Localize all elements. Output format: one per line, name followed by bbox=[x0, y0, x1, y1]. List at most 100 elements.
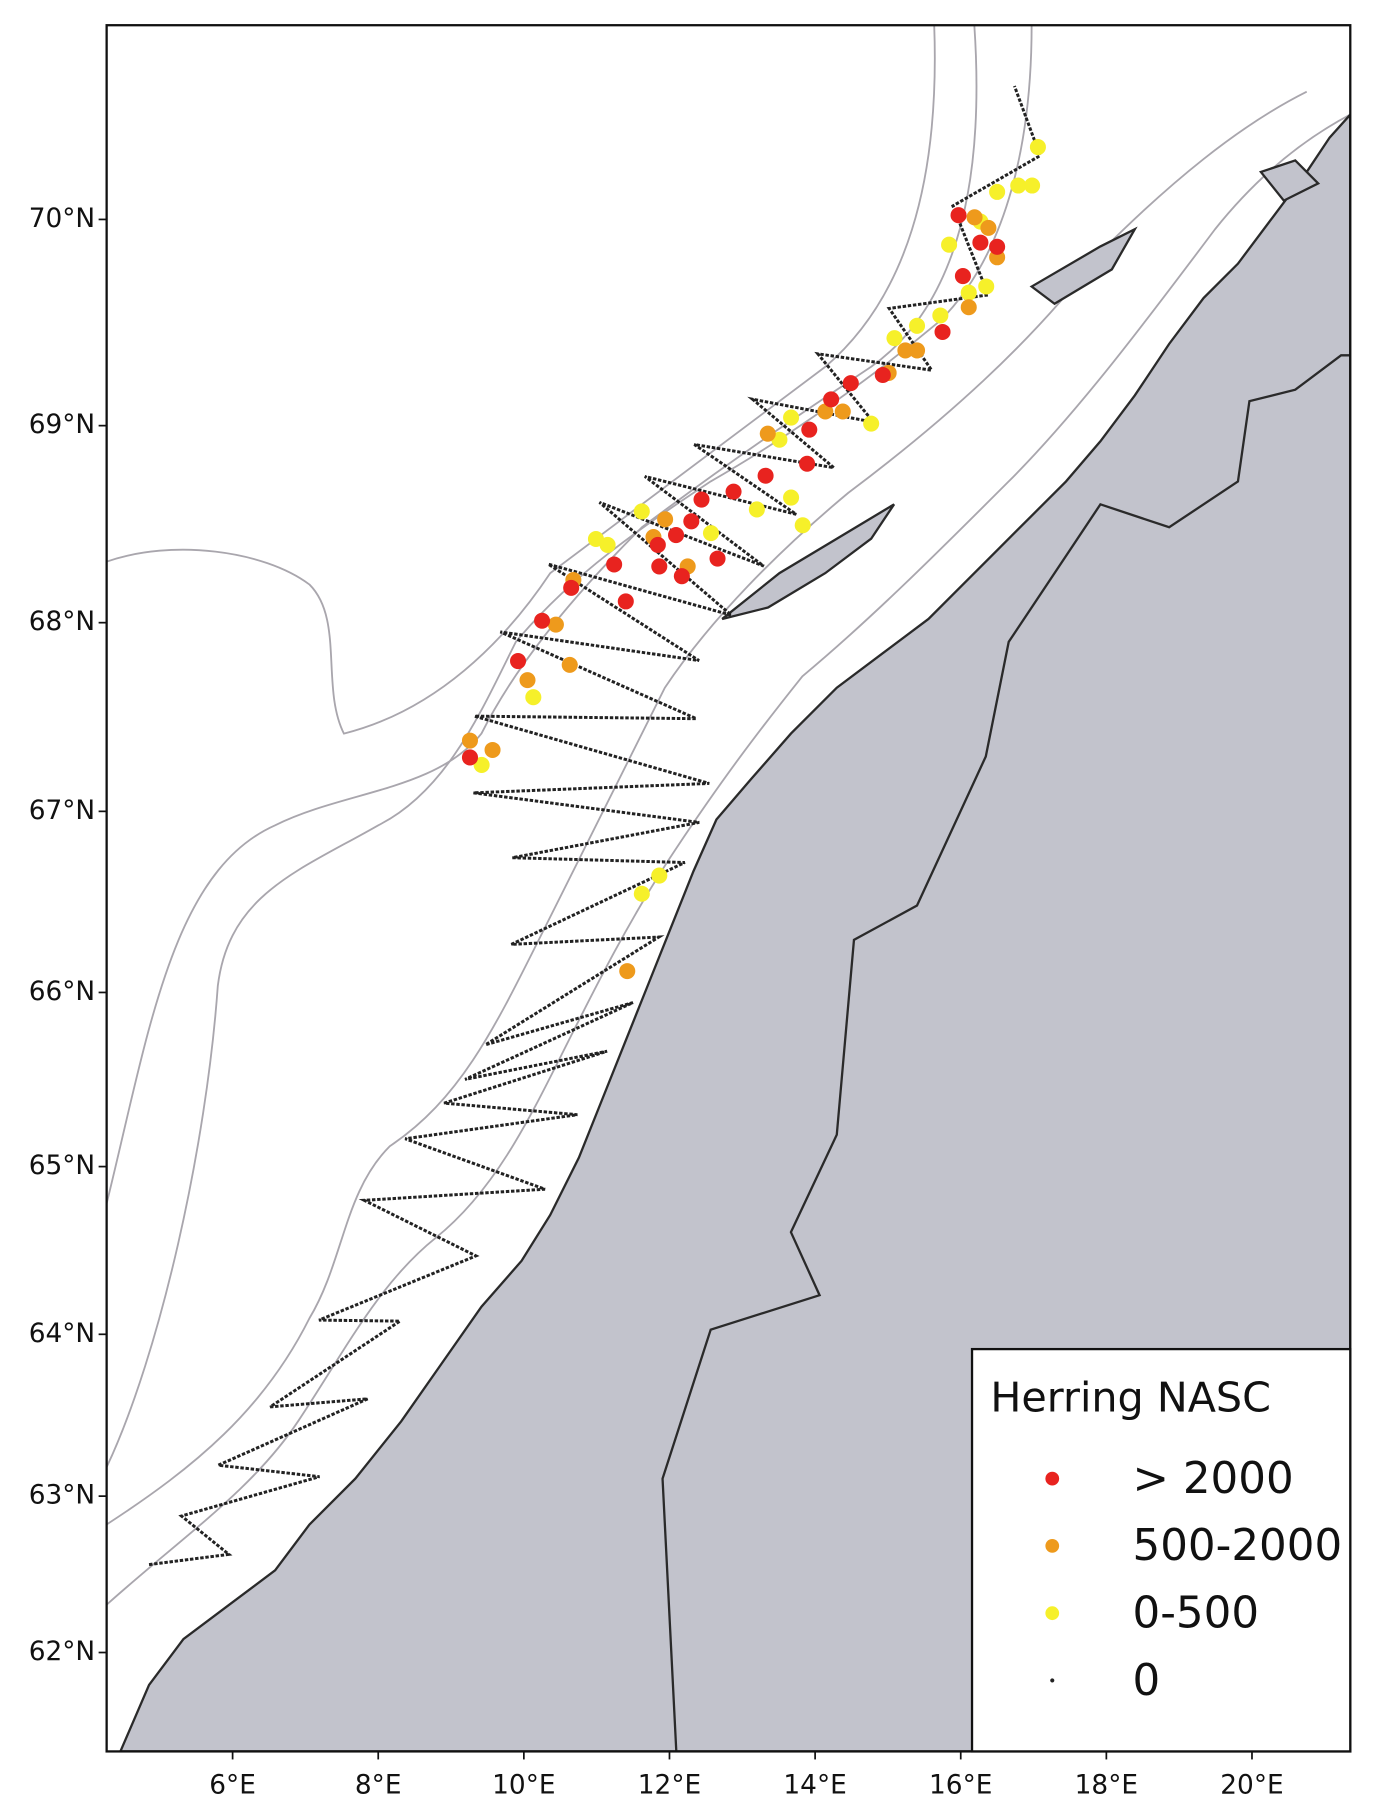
nasc-point bbox=[748, 501, 765, 518]
legend-label: 500-2000 bbox=[1133, 1521, 1343, 1571]
track-line bbox=[148, 85, 1042, 1567]
nasc-point bbox=[561, 656, 578, 673]
nasc-point bbox=[909, 317, 926, 334]
nasc-points bbox=[461, 139, 1046, 980]
y-tick-label: 66°N bbox=[29, 977, 95, 1007]
nasc-point bbox=[783, 409, 800, 426]
nasc-point bbox=[934, 323, 951, 340]
nasc-point bbox=[633, 885, 650, 902]
y-tick-label: 63°N bbox=[29, 1481, 95, 1511]
nasc-point bbox=[461, 749, 478, 766]
legend: Herring NASC > 2000 500-2000 0-500 0 bbox=[970, 1347, 1352, 1753]
x-tick-label: 20°E bbox=[1220, 1770, 1283, 1800]
nasc-point bbox=[709, 550, 726, 567]
nasc-point bbox=[842, 375, 859, 392]
nasc-point bbox=[972, 234, 989, 251]
nasc-point bbox=[960, 284, 977, 301]
nasc-point bbox=[823, 391, 840, 408]
nasc-point bbox=[863, 415, 880, 432]
y-tick-label: 64°N bbox=[29, 1319, 95, 1349]
nasc-point bbox=[989, 183, 1006, 200]
legend-marker bbox=[1045, 1539, 1060, 1553]
nasc-point bbox=[725, 483, 742, 500]
y-tick-label: 69°N bbox=[29, 410, 95, 440]
y-tick-label: 70°N bbox=[29, 204, 95, 234]
legend-label: 0-500 bbox=[1133, 1588, 1260, 1638]
depth-contour bbox=[106, 25, 936, 735]
nasc-point bbox=[874, 366, 891, 384]
nasc-point bbox=[484, 741, 501, 758]
nasc-point bbox=[651, 867, 668, 884]
nasc-point bbox=[794, 517, 811, 534]
nasc-point bbox=[651, 558, 668, 575]
nasc-point bbox=[617, 593, 634, 610]
nasc-point bbox=[563, 579, 580, 596]
island bbox=[721, 503, 896, 621]
nasc-point bbox=[799, 455, 816, 472]
nasc-point bbox=[668, 527, 685, 544]
island bbox=[1029, 226, 1138, 306]
nasc-point bbox=[980, 219, 997, 236]
nasc-point bbox=[801, 421, 818, 438]
land bbox=[119, 112, 1351, 1752]
nasc-point bbox=[834, 403, 851, 420]
border bbox=[661, 354, 1351, 1752]
nasc-point bbox=[989, 238, 1006, 255]
nasc-point bbox=[960, 299, 977, 316]
nasc-point bbox=[461, 732, 478, 749]
legend-label: 0 bbox=[1133, 1656, 1161, 1706]
nasc-point bbox=[702, 525, 720, 542]
map-frame bbox=[105, 24, 1352, 1753]
nasc-point bbox=[473, 756, 490, 773]
island bbox=[1258, 159, 1321, 203]
y-tick-label: 62°N bbox=[29, 1637, 95, 1667]
nasc-point bbox=[1010, 177, 1027, 194]
y-tick-label: 65°N bbox=[29, 1151, 95, 1181]
nasc-point bbox=[886, 330, 903, 347]
x-tick-label: 14°E bbox=[783, 1770, 846, 1800]
nasc-point bbox=[817, 403, 834, 420]
nasc-point bbox=[525, 689, 542, 706]
legend-marker bbox=[1045, 1471, 1060, 1486]
y-tick-label: 67°N bbox=[29, 796, 95, 826]
survey-track bbox=[148, 85, 1042, 1567]
basemap bbox=[106, 25, 1351, 1752]
nasc-point bbox=[941, 236, 958, 253]
nasc-point bbox=[547, 616, 564, 633]
nasc-point bbox=[683, 513, 700, 530]
nasc-point bbox=[950, 207, 967, 224]
nasc-point bbox=[673, 568, 690, 585]
x-tick-label: 6°E bbox=[209, 1770, 256, 1800]
legend-marker bbox=[1050, 1678, 1055, 1683]
nasc-point bbox=[657, 511, 674, 528]
nasc-point bbox=[1029, 139, 1046, 156]
nasc-point bbox=[966, 209, 983, 226]
nasc-point bbox=[606, 556, 623, 573]
y-tick-label: 68°N bbox=[29, 607, 95, 637]
legend-box bbox=[970, 1347, 1352, 1753]
legend-marker bbox=[1045, 1606, 1060, 1621]
nasc-point bbox=[1024, 177, 1041, 194]
x-tick-label: 10°E bbox=[492, 1770, 555, 1800]
nasc-point bbox=[587, 530, 604, 548]
nasc-point bbox=[909, 342, 926, 359]
nasc-point bbox=[510, 653, 527, 670]
nasc-point bbox=[619, 963, 636, 980]
nasc-point bbox=[633, 503, 650, 520]
legend-title: Herring NASC bbox=[990, 1374, 1271, 1422]
x-tick-label: 8°E bbox=[355, 1770, 402, 1800]
nasc-point bbox=[534, 612, 551, 629]
nasc-point bbox=[759, 425, 776, 442]
legend-label: > 2000 bbox=[1133, 1454, 1294, 1504]
nasc-point bbox=[978, 278, 995, 295]
x-tick-label: 12°E bbox=[638, 1770, 701, 1800]
nasc-point bbox=[783, 489, 800, 506]
nasc-point bbox=[757, 467, 774, 484]
nasc-point bbox=[932, 307, 949, 324]
x-tick-label: 16°E bbox=[929, 1770, 992, 1800]
x-tick-label: 18°E bbox=[1075, 1770, 1138, 1800]
nasc-point bbox=[519, 672, 536, 689]
nasc-point bbox=[693, 491, 710, 508]
